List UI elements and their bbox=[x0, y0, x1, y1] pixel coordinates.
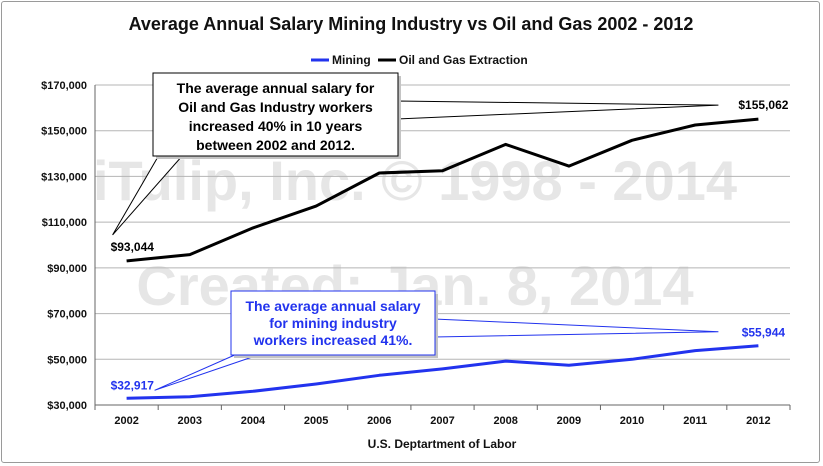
data-label: $155,062 bbox=[738, 98, 788, 112]
x-axis: 2002 2003 2004 2005 2006 2007 2008 2009 2010 2011… bbox=[94, 405, 791, 427]
callout-text: workers increased 41%. bbox=[253, 332, 413, 348]
callout-layer: The average annual salary for Oil and Gas… bbox=[112, 72, 719, 391]
callout-pointer bbox=[433, 318, 719, 338]
watermark-line-1: iTulip, Inc. © 1998 - 2014 bbox=[93, 149, 737, 212]
x-tick-label: 2008 bbox=[493, 415, 517, 427]
chart-title: Average Annual Salary Mining Industry vs… bbox=[129, 14, 694, 34]
y-tick-label: $30,000 bbox=[47, 400, 87, 412]
y-tick-label: $90,000 bbox=[47, 263, 87, 275]
grid bbox=[95, 84, 790, 406]
x-tick-label: 2003 bbox=[178, 415, 202, 427]
data-label: $32,917 bbox=[111, 378, 155, 392]
callout-text: The average annual salary bbox=[245, 298, 420, 314]
callout-text: for mining industry bbox=[269, 315, 397, 331]
x-tick-label: 2011 bbox=[683, 415, 707, 427]
callout-box bbox=[230, 290, 436, 356]
legend: Mining Oil and Gas Extraction bbox=[311, 53, 528, 67]
x-tick-label: 2005 bbox=[304, 415, 328, 427]
x-tick-label: 2007 bbox=[430, 415, 454, 427]
x-tick-label: 2004 bbox=[241, 415, 266, 427]
callout-box bbox=[152, 72, 399, 157]
x-axis-label: U.S. Deptartment of Labor bbox=[368, 437, 517, 451]
x-tick-label: 2009 bbox=[557, 415, 581, 427]
callout-text: Oil and Gas Industry workers bbox=[178, 99, 373, 115]
legend-label-oil-gas: Oil and Gas Extraction bbox=[399, 53, 528, 67]
x-tick-label: 2012 bbox=[746, 415, 770, 427]
callout-pointer bbox=[396, 100, 719, 120]
y-axis: $30,000 $50,000 $70,000 $90,000 $110,000 $130… bbox=[41, 80, 96, 412]
y-tick-label: $150,000 bbox=[41, 126, 87, 138]
series-line-mining bbox=[126, 344, 759, 400]
y-tick-label: $130,000 bbox=[41, 171, 87, 183]
x-tick-label: 2002 bbox=[114, 415, 138, 427]
series-layer: $32,917 $55,944 $93,044 $155,062 bbox=[111, 98, 789, 400]
series-line-oil-gas bbox=[126, 117, 759, 263]
x-tick-label: 2010 bbox=[620, 415, 644, 427]
x-tick-label: 2006 bbox=[367, 415, 391, 427]
y-tick-label: $50,000 bbox=[47, 354, 87, 366]
callout-oil-gas: The average annual salary for Oil and Gas… bbox=[112, 72, 719, 236]
y-tick-label: $170,000 bbox=[41, 80, 87, 92]
callout-text: between 2002 and 2012. bbox=[196, 137, 355, 153]
data-label: $93,044 bbox=[111, 240, 155, 254]
data-label: $55,944 bbox=[742, 326, 786, 340]
callout-text: increased 40% in 10 years bbox=[189, 118, 363, 134]
callout-text: The average annual salary for bbox=[177, 80, 375, 96]
y-tick-label: $70,000 bbox=[47, 309, 87, 321]
y-tick-label: $110,000 bbox=[42, 217, 87, 229]
legend-label-mining: Mining bbox=[332, 53, 371, 67]
